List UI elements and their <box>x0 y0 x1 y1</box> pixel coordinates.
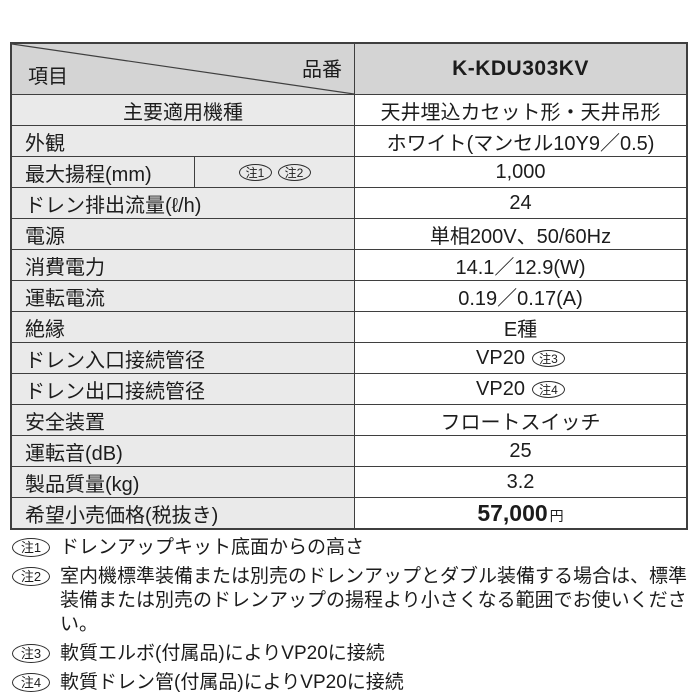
header-model-cell: K-KDU303KV <box>355 44 686 94</box>
row-value-cell: 57,000 円 <box>355 498 686 528</box>
row-label-cell: 希望小売価格(税抜き) <box>12 498 355 528</box>
footnotes: 注1 ドレンアップキット底面からの高さ 注2 室内機標準装備または別売のドレンア… <box>12 536 690 700</box>
row-value: フロートスイッチ <box>440 411 601 434</box>
spec-row-appearance: 外観 ホワイト(マンセル10Y9／0.5) <box>12 125 686 156</box>
row-value: E種 <box>503 318 538 341</box>
footnote-3-marker: 注3 <box>12 644 50 663</box>
row-value-cell: 0.19／0.17(A) <box>355 281 686 311</box>
spec-row-price: 希望小売価格(税抜き) 57,000 円 <box>12 497 686 528</box>
row-label: 電源 <box>25 225 65 248</box>
footnote-2-marker: 注2 <box>12 567 50 586</box>
row-label: 製品質量(kg) <box>25 473 140 496</box>
row-label-cell: 外観 <box>12 126 355 156</box>
spec-row-insulation: 絶縁 E種 <box>12 311 686 342</box>
row-label-cell: 運転電流 <box>12 281 355 311</box>
model-number: K-KDU303KV <box>452 57 589 80</box>
row-value: VP20 <box>476 346 525 369</box>
spec-row-safety-device: 安全装置 フロートスイッチ <box>12 404 686 435</box>
table-header-row: 項目 品番 K-KDU303KV <box>12 44 686 94</box>
row-label-cell: 主要適用機種 <box>12 95 355 125</box>
row-label-cell: 安全装置 <box>12 405 355 435</box>
spec-row-max-lift: 最大揚程(mm) 注1 注2 1,000 <box>12 156 686 187</box>
row-value: 0.19／0.17(A) <box>458 287 583 310</box>
spec-table: 項目 品番 K-KDU303KV 主要適用機種 天井埋込カセット形・天井吊形 外… <box>10 42 688 530</box>
spec-row-main-models: 主要適用機種 天井埋込カセット形・天井吊形 <box>12 94 686 125</box>
row-value-cell: 24 <box>355 188 686 218</box>
row-label: 消費電力 <box>25 256 105 279</box>
row-label-cell: ドレン入口接続管径 <box>12 343 355 373</box>
footnote-4: 注4 軟質ドレン管(付属品)によりVP20に接続 <box>12 671 690 695</box>
row-label: 絶縁 <box>25 318 65 341</box>
row-label: ドレン出口接続管径 <box>25 380 205 403</box>
row-value-cell: 3.2 <box>355 467 686 497</box>
row-label-cell: ドレン出口接続管径 <box>12 374 355 404</box>
row-label: 主要適用機種 <box>123 101 243 124</box>
spec-row-noise-level: 運転音(dB) 25 <box>12 435 686 466</box>
row-value: 1,000 <box>495 160 546 183</box>
header-part-label: 品番 <box>302 59 342 81</box>
spec-row-power-supply: 電源 単相200V、50/60Hz <box>12 218 686 249</box>
price-value: 57,000 <box>477 499 548 526</box>
spec-row-power-consumption: 消費電力 14.1／12.9(W) <box>12 249 686 280</box>
row-label: ドレン排出流量(ℓ/h) <box>25 194 202 217</box>
footnote-1-text: ドレンアップキット底面からの高さ <box>60 537 365 558</box>
row-value-cell: 1,000 <box>355 157 686 187</box>
row-value-cell: 単相200V、50/60Hz <box>355 219 686 249</box>
diagonal-divider-line <box>12 44 354 94</box>
note1-marker: 注1 <box>238 163 272 181</box>
footnote-4-marker: 注4 <box>12 673 50 692</box>
row-label: 運転電流 <box>25 287 105 310</box>
note3-marker: 注3 <box>531 349 565 367</box>
row-value: 14.1／12.9(W) <box>455 256 586 279</box>
footnote-3-text: 軟質エルボ(付属品)によりVP20に接続 <box>60 643 385 664</box>
row-label-cell: 電源 <box>12 219 355 249</box>
row-value-cell: フロートスイッチ <box>355 405 686 435</box>
row-value-cell: VP20 注4 <box>355 374 686 404</box>
spec-row-weight: 製品質量(kg) 3.2 <box>12 466 686 497</box>
spec-row-drain-inlet: ドレン入口接続管径 VP20 注3 <box>12 342 686 373</box>
footnote-1: 注1 ドレンアップキット底面からの高さ <box>12 536 690 560</box>
header-item-label: 項目 <box>28 66 68 88</box>
row-value: 天井埋込カセット形・天井吊形 <box>380 101 661 124</box>
row-label: 外観 <box>25 132 65 155</box>
row-label: 最大揚程(mm) <box>25 163 152 186</box>
footnote-3: 注3 軟質エルボ(付属品)によりVP20に接続 <box>12 642 690 666</box>
row-value: 3.2 <box>506 470 535 493</box>
row-value: 単相200V、50/60Hz <box>429 225 612 248</box>
row-value-cell: VP20 注3 <box>355 343 686 373</box>
row-value: VP20 <box>476 377 525 400</box>
row-label: 運転音(dB) <box>25 442 123 465</box>
row-value-cell: 14.1／12.9(W) <box>355 250 686 280</box>
row-value: ホワイト(マンセル10Y9／0.5) <box>386 132 655 155</box>
spec-row-running-current: 運転電流 0.19／0.17(A) <box>12 280 686 311</box>
row-value: 25 <box>509 439 532 462</box>
note2-marker: 注2 <box>277 163 311 181</box>
footnote-2-text: 室内機標準装備または別売のドレンアップとダブル装備する場合は、標準装備または別売… <box>60 566 688 635</box>
row-label: 希望小売価格(税抜き) <box>25 504 219 527</box>
row-label-cell: ドレン排出流量(ℓ/h) <box>12 188 355 218</box>
max-lift-notes-subcell: 注1 注2 <box>195 157 354 187</box>
row-label-cell: 製品質量(kg) <box>12 467 355 497</box>
row-value-cell: E種 <box>355 312 686 342</box>
note4-marker: 注4 <box>531 380 565 398</box>
row-value-cell: 25 <box>355 436 686 466</box>
footnote-4-text: 軟質ドレン管(付属品)によりVP20に接続 <box>60 672 404 693</box>
row-label-cell: 絶縁 <box>12 312 355 342</box>
price-currency-suffix: 円 <box>549 508 564 524</box>
max-lift-label-subcell: 最大揚程(mm) <box>12 157 195 187</box>
row-label: ドレン入口接続管径 <box>25 349 205 372</box>
header-item-part-cell: 項目 品番 <box>12 44 355 94</box>
row-label-cell: 運転音(dB) <box>12 436 355 466</box>
row-value: 24 <box>509 191 532 214</box>
spec-row-drain-outlet: ドレン出口接続管径 VP20 注4 <box>12 373 686 404</box>
row-label: 安全装置 <box>25 411 105 434</box>
footnote-2: 注2 室内機標準装備または別売のドレンアップとダブル装備する場合は、標準装備また… <box>12 565 690 637</box>
spec-row-drain-flow: ドレン排出流量(ℓ/h) 24 <box>12 187 686 218</box>
row-label-cell: 消費電力 <box>12 250 355 280</box>
row-value-cell: 天井埋込カセット形・天井吊形 <box>355 95 686 125</box>
row-value-cell: ホワイト(マンセル10Y9／0.5) <box>355 126 686 156</box>
footnote-1-marker: 注1 <box>12 538 50 557</box>
row-label-cell: 最大揚程(mm) 注1 注2 <box>12 157 355 187</box>
